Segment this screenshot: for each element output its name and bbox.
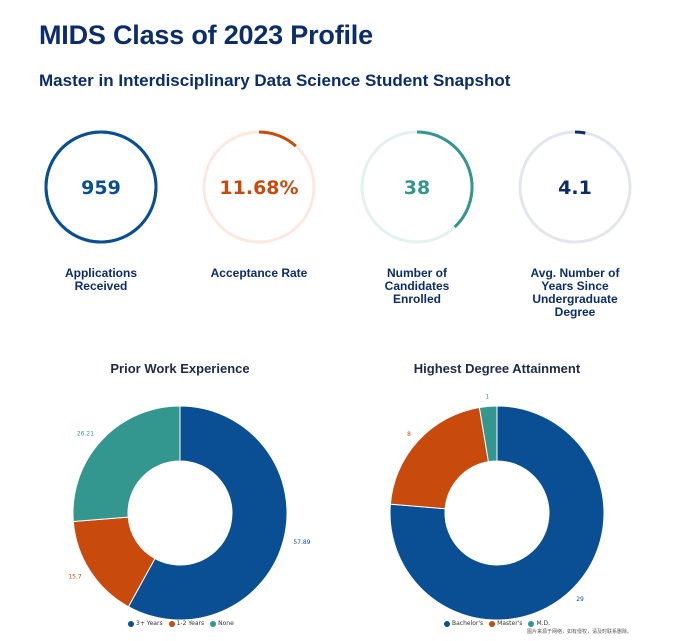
ring-acceptance-rate: 11.68%	[202, 130, 316, 244]
legend-label: None	[218, 620, 234, 627]
data-label: 8	[407, 431, 411, 438]
stat-value: 4.1	[558, 177, 592, 199]
legend-swatch	[128, 620, 134, 627]
legend-item[interactable]: None	[210, 620, 234, 627]
chart-title-work-experience: Prior Work Experience	[110, 361, 250, 376]
legend-label: 3+ Years	[136, 620, 163, 627]
chart-title-degree: Highest Degree Attainment	[413, 361, 581, 376]
legend-work-experience: 3+ Years 1-2 Years None	[128, 620, 240, 627]
ring-progress-arc	[258, 130, 297, 148]
ring-progress-arc	[574, 130, 586, 135]
watermark-text: 图片来源于网络，如有侵权，请及时联系删除。	[527, 629, 633, 635]
stat-value: 959	[81, 177, 121, 199]
legend-swatch	[210, 620, 217, 627]
data-label: 1	[485, 393, 489, 400]
ring-years-since-degree: 4.1	[518, 130, 632, 244]
stat-value: 38	[404, 177, 430, 199]
stat-applications: 959 Applications Received	[26, 125, 176, 293]
ring-progress-arc	[44, 130, 158, 244]
legend-swatch	[489, 620, 496, 627]
donut-slice-bachelor-s[interactable]	[389, 405, 605, 621]
data-label: 26.21	[77, 431, 94, 438]
donut-chart-degree: 29 8 1	[389, 393, 605, 621]
legend-degree: Bachelor's Master's M.D.	[444, 620, 556, 627]
legend-swatch	[168, 620, 175, 627]
legend-item[interactable]: M.D.	[528, 620, 550, 627]
data-label: 29	[576, 596, 584, 603]
legend-label: Bachelor's	[452, 620, 484, 627]
stat-value: 11.68%	[219, 177, 298, 199]
stat-label: Avg. Number of Years Since Undergraduate…	[530, 266, 620, 319]
legend-label: 1-2 Years	[176, 620, 205, 627]
donut-chart-work-experience: 57.89 15.7 26.21	[68, 405, 311, 621]
donut-slice-m-d-[interactable]	[478, 405, 498, 463]
stat-years-since-degree: 4.1 Avg. Number of Years Since Undergrad…	[500, 125, 650, 319]
stat-label: Acceptance Rate	[210, 266, 308, 280]
ring-applications: 959	[44, 130, 158, 244]
donut-slice-none[interactable]	[72, 405, 181, 523]
legend-item[interactable]: Bachelor's	[444, 620, 483, 627]
legend-swatch	[444, 620, 450, 627]
legend-item[interactable]: Master's	[489, 620, 522, 627]
legend-swatch	[528, 620, 535, 627]
legend-label: Master's	[497, 620, 523, 627]
stat-label: Number of Candidates Enrolled	[384, 266, 450, 306]
donut-slice-master-s[interactable]	[389, 406, 490, 510]
legend-item[interactable]: 1-2 Years	[168, 620, 205, 627]
data-label: 15.7	[68, 573, 82, 580]
stat-enrolled: 38 Number of Candidates Enrolled	[342, 125, 492, 306]
stat-label: Applications Received	[64, 266, 137, 293]
ring-enrolled: 38	[360, 130, 474, 244]
donut-slice-3-years[interactable]	[127, 405, 288, 621]
data-label: 57.89	[293, 539, 310, 546]
stat-acceptance-rate: 11.68% Acceptance Rate	[184, 125, 334, 280]
page-title: MIDS Class of 2023 Profile	[39, 20, 373, 50]
legend-label: M.D.	[536, 620, 551, 627]
ring-progress-arc	[416, 130, 474, 229]
page-subtitle: Master in Interdisciplinary Data Science…	[39, 71, 511, 90]
legend-item[interactable]: 3+ Years	[128, 620, 163, 627]
